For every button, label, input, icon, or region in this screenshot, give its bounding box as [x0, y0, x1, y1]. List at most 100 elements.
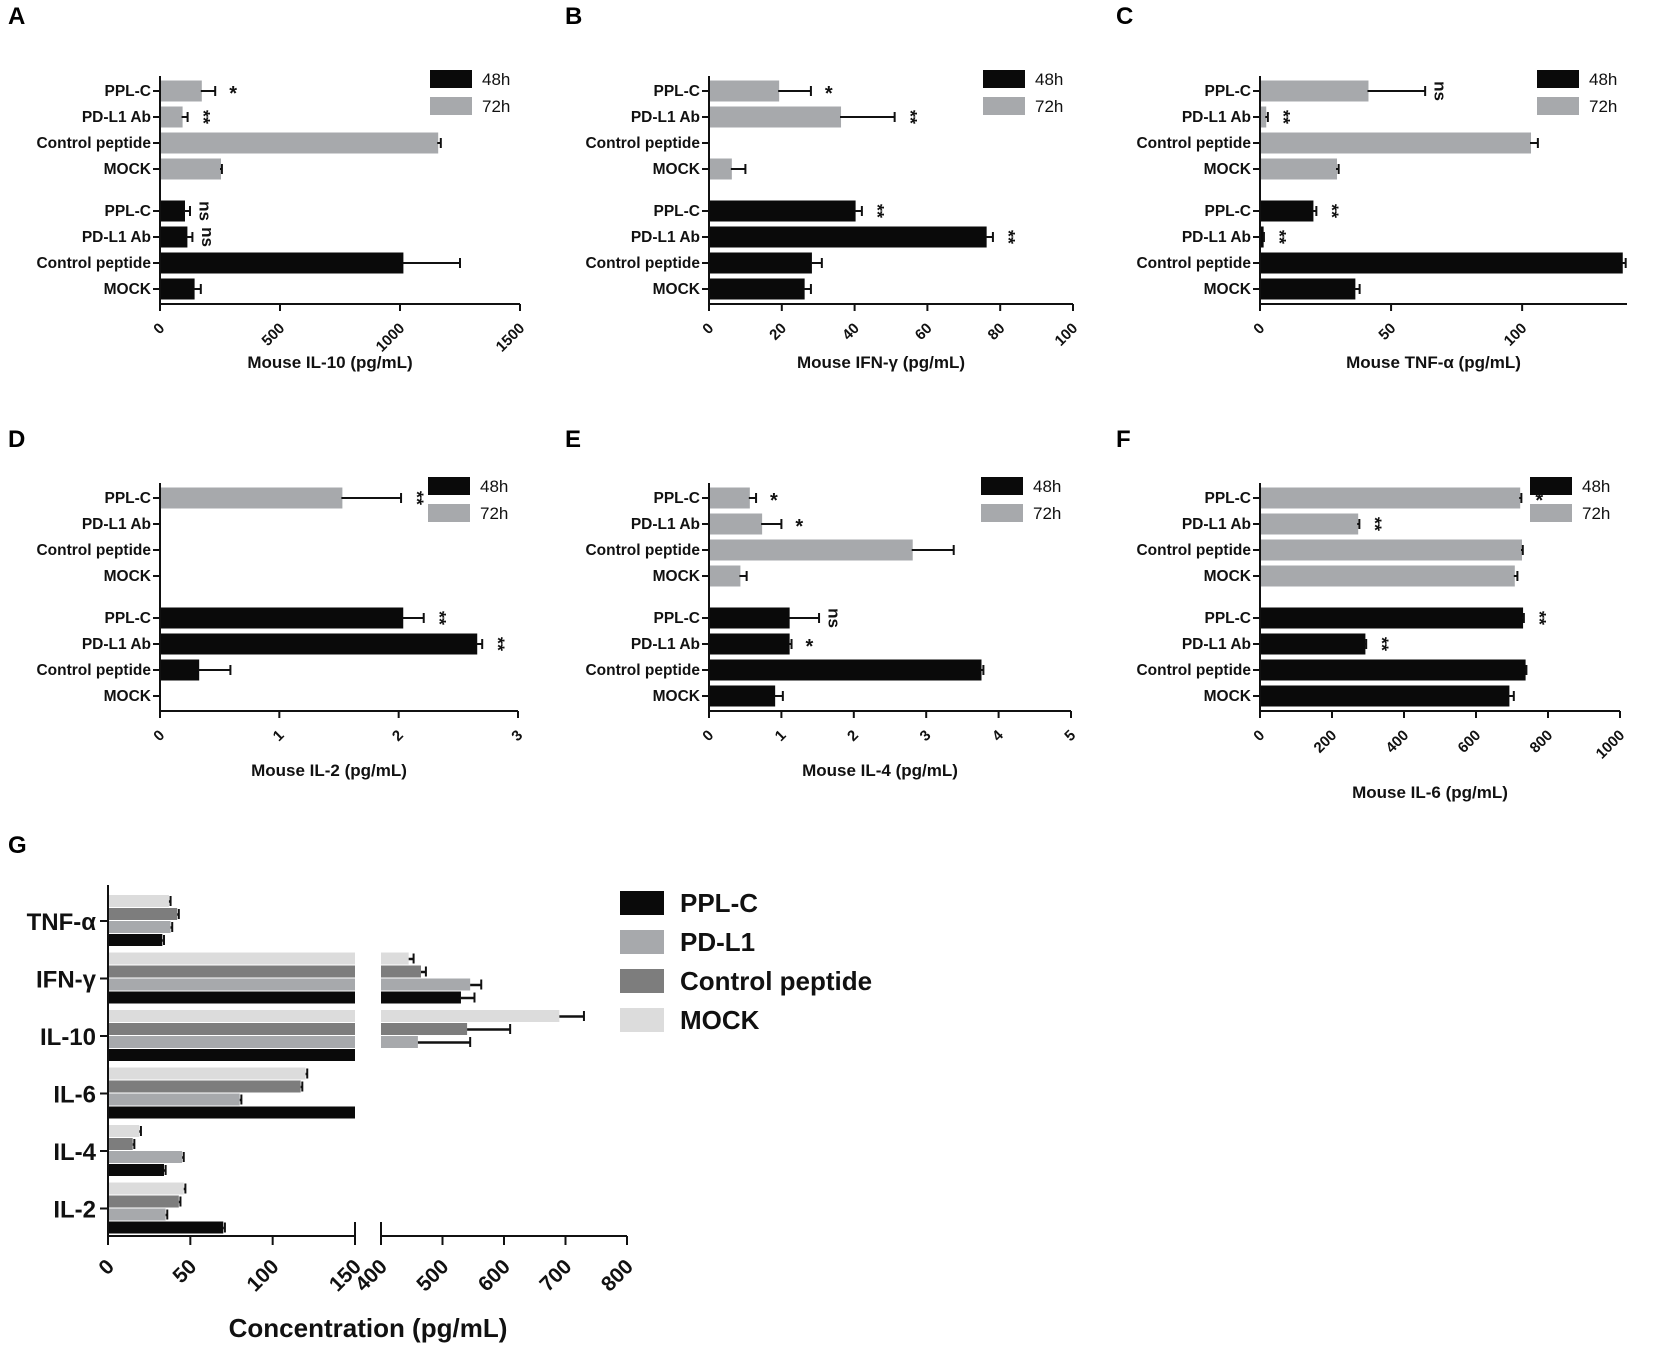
bar-48h-control-peptide — [1261, 659, 1526, 681]
row-label-ppl-c: PPL-C — [1205, 83, 1252, 100]
bar-il-6-control-peptide — [109, 1080, 301, 1093]
x-tick-label: 400 — [351, 1255, 392, 1296]
x-tick-label: 800 — [597, 1255, 638, 1296]
row-label-ppl-c: PPL-C — [654, 610, 701, 627]
bar-il-4-pd-l1 — [109, 1151, 183, 1163]
legend-label-72h: 72h — [480, 504, 508, 523]
x-tick-label: 5 — [1061, 727, 1079, 745]
bar-tnf-ppl-c — [109, 934, 163, 946]
category-label-ifn: IFN-γ — [36, 967, 97, 994]
bar-48h-mock — [1261, 685, 1510, 707]
bar-ifn-ppl-c — [109, 991, 355, 1004]
bar-48h-pd-l1-ab — [710, 226, 987, 248]
bar-il-2-mock — [109, 1182, 184, 1195]
significance-mark: * — [806, 636, 814, 658]
x-tick-label: 800 — [1527, 727, 1557, 757]
bar-72h-pd-l1-ab — [710, 513, 763, 535]
x-axis-label: Concentration (pg/mL) — [229, 1313, 508, 1343]
panel-d: D 0 1 2 3 Mouse IL-2 (pg/mL) PPL-C ** PD-L1 Ab Co… — [8, 426, 526, 780]
bar-tnf-mock — [109, 895, 169, 907]
x-tick-label: 50 — [1375, 320, 1399, 344]
row-label-mock: MOCK — [104, 688, 152, 705]
bar-72h-control-peptide — [1261, 539, 1522, 561]
panel-letter: A — [8, 3, 25, 30]
significance-mark: ** — [1371, 637, 1391, 651]
bar-48h-pd-l1-ab — [161, 633, 478, 655]
legend-swatch-48h — [1537, 70, 1579, 88]
category-label-il-10: IL-10 — [40, 1024, 96, 1051]
significance-mark: ** — [1269, 230, 1289, 244]
panel-letter: F — [1116, 426, 1131, 453]
panel-letter: G — [8, 832, 27, 859]
row-label-control-peptide: Control peptide — [36, 135, 151, 152]
row-label-ppl-c: PPL-C — [654, 490, 701, 507]
significance-mark: ** — [867, 204, 887, 218]
legend-label-72h: 72h — [1589, 97, 1617, 116]
x-tick-label: 1500 — [493, 320, 529, 356]
legend-label-control-peptide: Control peptide — [680, 966, 872, 996]
legend-swatch-72h — [430, 97, 472, 115]
row-label-mock: MOCK — [1204, 161, 1252, 178]
bar-48h-ppl-c — [710, 200, 856, 222]
significance-mark: ** — [900, 110, 920, 124]
row-label-pd-l1-ab: PD-L1 Ab — [1182, 636, 1251, 653]
significance-mark: * — [229, 83, 237, 105]
row-label-control-peptide: Control peptide — [36, 662, 151, 679]
row-label-control-peptide: Control peptide — [1136, 135, 1251, 152]
bar-il-6-pd-l1 — [109, 1093, 240, 1106]
row-label-control-peptide: Control peptide — [585, 542, 700, 559]
significance-mark: ** — [1273, 110, 1293, 124]
legend-label-48h: 48h — [480, 477, 508, 496]
row-label-pd-l1-ab: PD-L1 Ab — [82, 636, 151, 653]
row-label-mock: MOCK — [1204, 688, 1252, 705]
bar-ifn-pd-l1 — [109, 978, 355, 991]
row-label-ppl-c: PPL-C — [105, 203, 152, 220]
x-tick-label: 1000 — [1593, 727, 1629, 763]
x-tick-label: 500 — [259, 320, 289, 350]
x-tick-label: 0 — [150, 727, 168, 745]
panel-c: C 0 50 100 Mouse TNF-α (pg/mL) PPL-C ns PD-L1 A… — [1116, 3, 1627, 372]
x-tick-label: 80 — [985, 320, 1009, 344]
bar-72h-control-peptide — [710, 539, 913, 561]
legend-swatch-ppl-c — [620, 891, 664, 915]
row-label-pd-l1-ab: PD-L1 Ab — [1182, 516, 1251, 533]
bar-72h-ppl-c — [710, 80, 780, 102]
row-label-pd-l1-ab: PD-L1 Ab — [82, 229, 151, 246]
row-label-control-peptide: Control peptide — [36, 255, 151, 272]
bar-72h-mock — [1261, 565, 1515, 587]
x-tick-label: 100 — [1501, 320, 1531, 350]
bar-il-10-pd-l1-continued — [381, 1036, 418, 1048]
bar-tnf-control-peptide — [109, 908, 178, 920]
x-tick-label: 2 — [844, 727, 862, 745]
legend-label-pd-l1: PD-L1 — [680, 927, 755, 957]
legend-label-48h: 48h — [482, 70, 510, 89]
bar-72h-ppl-c — [710, 487, 750, 509]
row-label-pd-l1-ab: PD-L1 Ab — [1182, 229, 1251, 246]
significance-mark: ** — [1322, 204, 1342, 218]
row-label-pd-l1-ab: PD-L1 Ab — [631, 109, 700, 126]
category-label-tnf: TNF-α — [27, 909, 97, 936]
x-tick-label: 100 — [1052, 320, 1082, 350]
category-label-il-6: IL-6 — [53, 1082, 96, 1109]
x-axis-label: Mouse IL-2 (pg/mL) — [251, 761, 407, 780]
category-label-il-2: IL-2 — [53, 1197, 96, 1224]
legend-swatch-72h — [983, 97, 1025, 115]
row-label-mock: MOCK — [653, 688, 701, 705]
x-tick-label: 1000 — [373, 320, 409, 356]
bar-il-10-mock-continued — [381, 1010, 560, 1022]
bar-48h-control-peptide — [710, 252, 812, 274]
panel-letter: D — [8, 426, 25, 453]
bar-72h-ppl-c — [161, 487, 343, 509]
bar-72h-ppl-c — [1261, 487, 1521, 509]
row-label-control-peptide: Control peptide — [1136, 542, 1251, 559]
x-axis-label: Mouse IFN-γ (pg/mL) — [797, 353, 965, 372]
bar-il-4-mock — [109, 1125, 140, 1137]
row-label-pd-l1-ab: PD-L1 Ab — [631, 636, 700, 653]
significance-mark: ns — [198, 227, 217, 247]
x-tick-label: 0 — [699, 320, 717, 338]
significance-mark: ** — [1529, 611, 1549, 625]
row-label-control-peptide: Control peptide — [585, 662, 700, 679]
row-label-pd-l1-ab: PD-L1 Ab — [82, 109, 151, 126]
legend-swatch-mock — [620, 1008, 664, 1032]
row-label-ppl-c: PPL-C — [1205, 610, 1252, 627]
